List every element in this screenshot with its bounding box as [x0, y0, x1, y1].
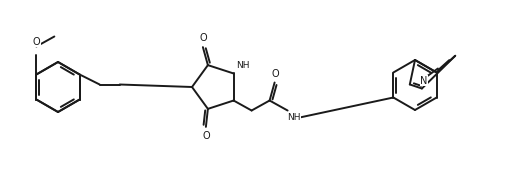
Text: O: O — [272, 69, 279, 78]
Text: N: N — [420, 76, 428, 86]
Text: O: O — [32, 37, 40, 46]
Text: NH: NH — [287, 113, 300, 122]
Text: O: O — [202, 131, 210, 141]
Text: O: O — [199, 33, 206, 43]
Text: NH: NH — [236, 61, 249, 70]
